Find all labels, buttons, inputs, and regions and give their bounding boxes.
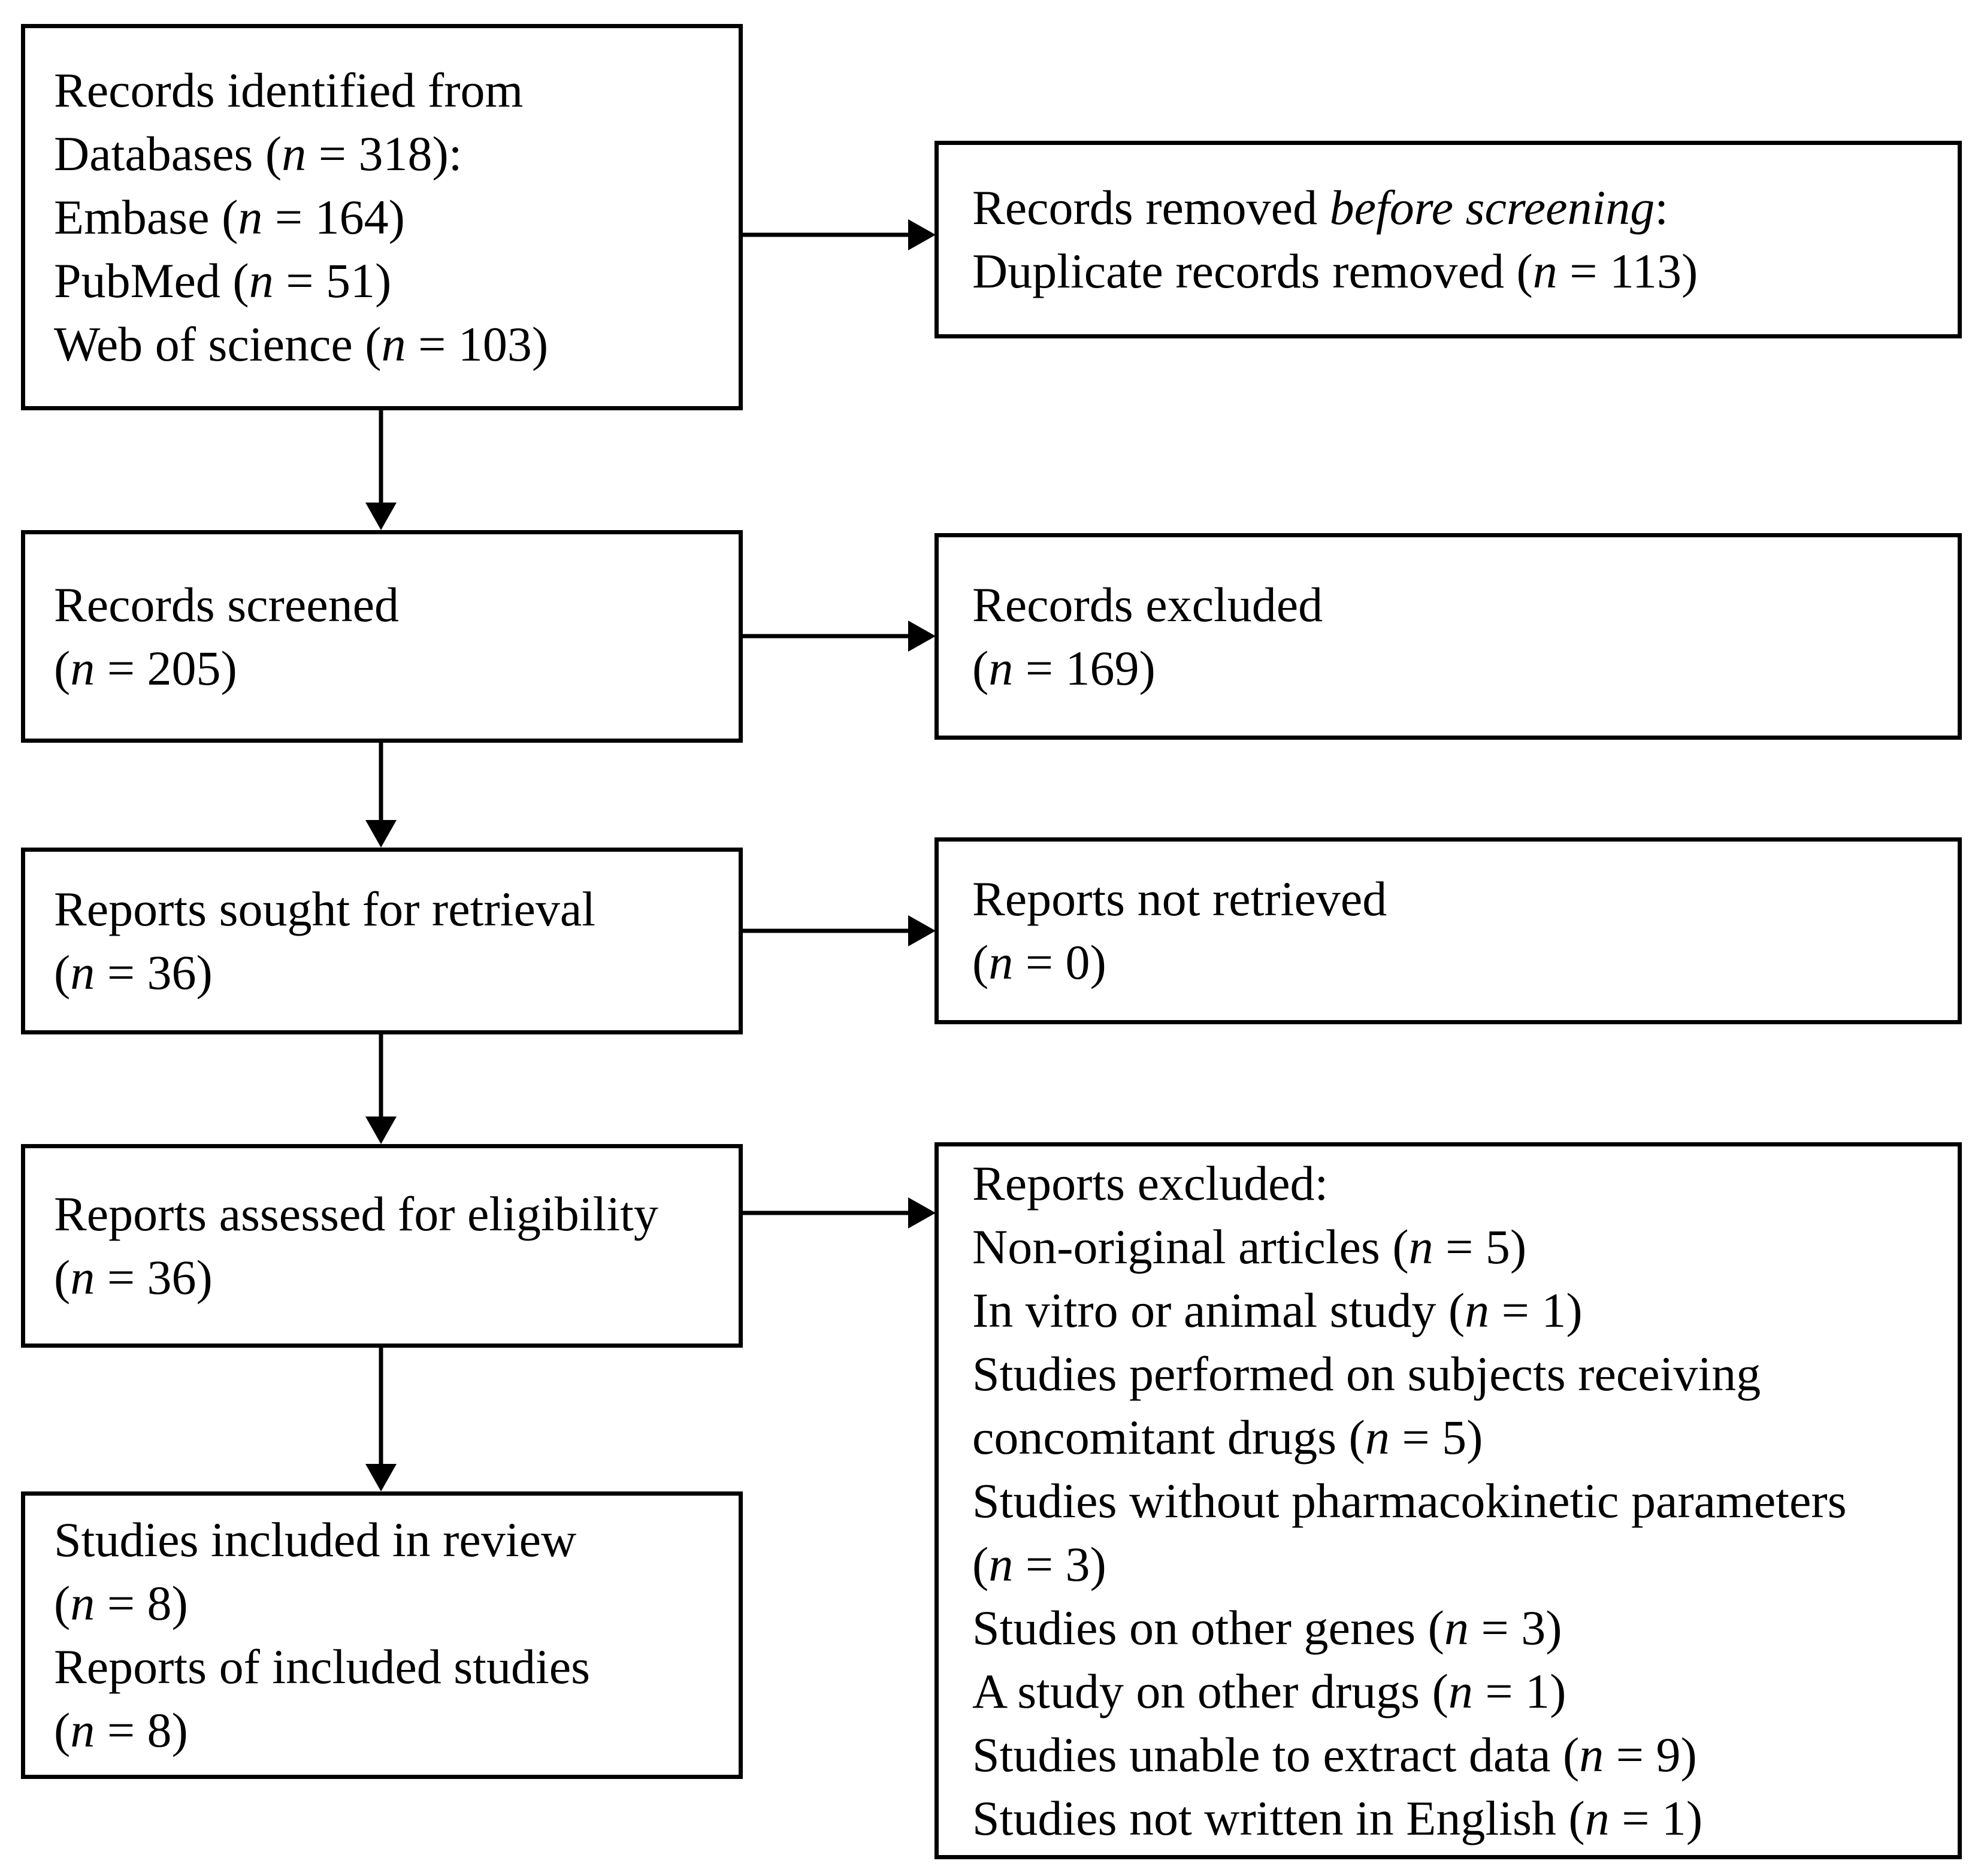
arrow-down-head-icon (365, 820, 397, 848)
arrow-assessed-to-included-icon (363, 1348, 399, 1491)
arrow-screened-to-excluded-icon (743, 618, 936, 654)
text-line: (n = 0) (972, 935, 1106, 990)
text-line: PubMed (n = 51) (54, 253, 392, 308)
box-records-excluded: Records excluded (n = 169) (934, 533, 1962, 740)
arrow-down-head-icon (365, 503, 397, 530)
box-records-screened: Records screened (n = 205) (21, 530, 743, 743)
arrow-right-head-icon (908, 219, 936, 250)
text-line: In vitro or animal study (n = 1) (972, 1282, 1583, 1338)
arrow-identified-to-screened-icon (363, 410, 399, 530)
text-line: Studies unable to extract data (n = 9) (972, 1727, 1697, 1782)
text-line: Records removed before screening: (972, 180, 1669, 235)
box-records-identified: Records identified from Databases (n = 31… (21, 24, 743, 410)
text-line: Studies on other genes (n = 3) (972, 1600, 1562, 1655)
text-line: Records excluded (972, 577, 1323, 632)
text-line: A study on other drugs (n = 1) (972, 1663, 1566, 1718)
text-line: (n = 36) (54, 1250, 213, 1305)
box-reports-assessed: Reports assessed for eligibility (n = 36) (21, 1144, 743, 1348)
text-line: Studies not written in English (n = 1) (972, 1790, 1703, 1845)
text-line: Web of science (n = 103) (54, 316, 549, 371)
text-line: concomitant drugs (n = 5) (972, 1409, 1483, 1465)
box-studies-included: Studies included in review (n = 8) Reports… (21, 1491, 743, 1779)
box-reports-excluded: Reports excluded: Non-original articles (… (934, 1142, 1962, 1859)
text-line: (n = 205) (54, 640, 237, 695)
arrow-identified-to-removed-icon (743, 217, 936, 253)
box-reports-not-retrieved: Reports not retrieved (n = 0) (934, 837, 1962, 1024)
arrow-assessed-to-reports-excluded-icon (743, 1195, 936, 1231)
text-line: Reports sought for retrieval (54, 882, 596, 936)
text-line: Non-original articles (n = 5) (972, 1219, 1527, 1274)
arrow-right-head-icon (908, 1197, 936, 1229)
box-records-removed-before-screening: Records removed before screening: Duplica… (934, 141, 1962, 338)
text-line: Records identified from (54, 62, 524, 117)
arrow-right-head-icon (908, 621, 936, 652)
arrow-down-head-icon (365, 1116, 397, 1144)
arrow-shaft (379, 1034, 383, 1118)
text-line: Studies without pharmacokinetic paramete… (972, 1473, 1847, 1528)
text-line: (n = 8) (54, 1576, 188, 1630)
text-line: Duplicate records removed (n = 113) (972, 244, 1698, 298)
text-line: Reports excluded: (972, 1155, 1329, 1211)
text-line: Records screened (54, 577, 400, 632)
text-line: Studies performed on subjects receiving (972, 1346, 1761, 1401)
arrow-shaft (743, 1211, 909, 1215)
arrow-shaft (743, 634, 909, 639)
text-line: Reports not retrieved (972, 872, 1387, 926)
arrow-shaft (379, 743, 383, 821)
arrow-down-head-icon (365, 1464, 397, 1491)
text-line: Reports of included studies (54, 1639, 591, 1694)
arrow-shaft (379, 410, 383, 504)
arrow-right-head-icon (908, 915, 936, 946)
arrow-shaft (743, 232, 909, 237)
box-reports-sought: Reports sought for retrieval (n = 36) (21, 848, 743, 1034)
arrow-sought-to-assessed-icon (363, 1034, 399, 1144)
text-line: (n = 169) (972, 640, 1156, 695)
arrow-sought-to-not-retrieved-icon (743, 913, 936, 949)
arrow-shaft (743, 928, 909, 933)
text-line: Databases (n = 318): (54, 126, 462, 181)
arrow-shaft (379, 1348, 383, 1465)
arrow-screened-to-sought-icon (363, 743, 399, 848)
text-line: Studies included in review (54, 1512, 577, 1567)
text-line: Embase (n = 164) (54, 189, 405, 244)
text-line: (n = 3) (972, 1536, 1106, 1591)
text-line: Reports assessed for eligibility (54, 1187, 658, 1241)
text-line: (n = 36) (54, 945, 213, 1000)
text-line: (n = 8) (54, 1703, 188, 1757)
